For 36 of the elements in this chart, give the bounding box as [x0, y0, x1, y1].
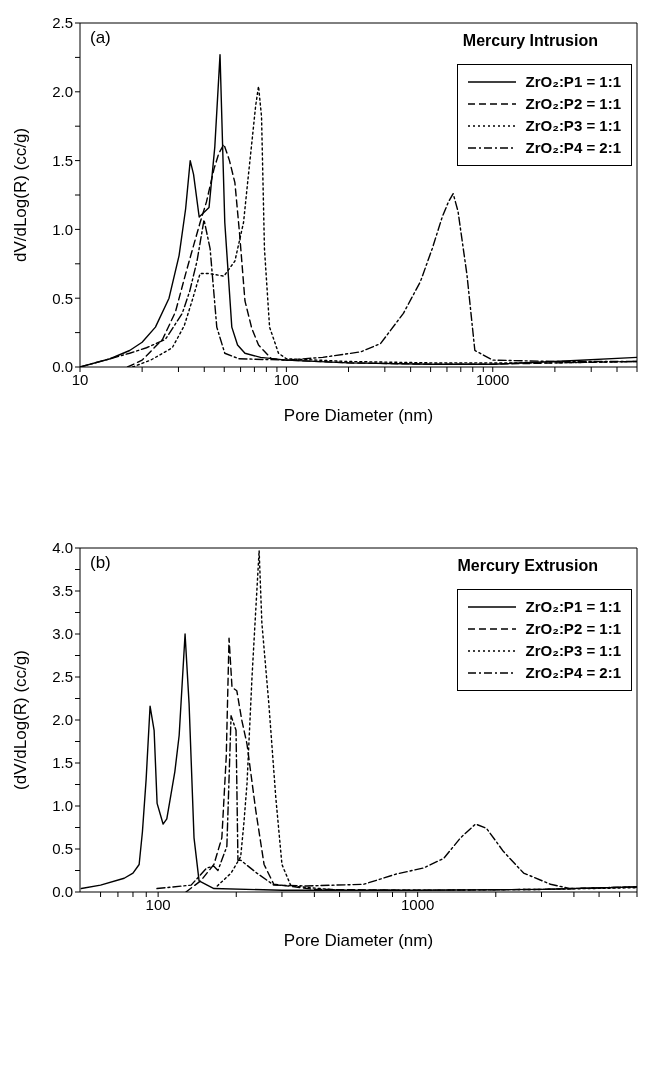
- y-tick-label: 2.5: [52, 14, 73, 32]
- y-tick-label: 0.0: [52, 883, 73, 901]
- y-tick-label: 3.5: [52, 582, 73, 600]
- y-tick-label: 3.0: [52, 625, 73, 643]
- legend-label: ZrO₂:P2 = 1:1: [525, 619, 621, 639]
- legend-label: ZrO₂:P3 = 1:1: [525, 116, 621, 136]
- x-tick-label: 100: [145, 895, 171, 913]
- text: Mercury Intrusion: [462, 32, 598, 50]
- x-tick-label: 100: [273, 370, 299, 388]
- y-tick-label: 2.0: [52, 83, 73, 101]
- legend-label: ZrO₂:P4 = 2:1: [525, 663, 621, 683]
- y-tick-label: 0.5: [52, 840, 73, 858]
- y-axis-title: dV/dLog(R) (cc/g): [11, 127, 31, 263]
- text: Mercury Extrusion: [457, 557, 598, 575]
- y-axis-title: (dV/dLog(R) (cc/g): [11, 650, 31, 790]
- x-axis-title: Pore Diameter (nm): [283, 931, 434, 950]
- x-tick-label: 1000: [476, 370, 510, 388]
- y-tick-label: 1.0: [52, 220, 73, 238]
- y-tick-label: 2.0: [52, 711, 73, 729]
- y-tick-label: 1.5: [52, 151, 73, 169]
- x-axis-title: Pore Diameter (nm): [283, 406, 434, 425]
- legend-label: ZrO₂:P3 = 1:1: [525, 641, 621, 661]
- x-tick-label: 10: [71, 370, 89, 388]
- legend-label: ZrO₂:P4 = 2:1: [525, 138, 621, 158]
- annotation: (a): [90, 28, 111, 48]
- y-tick-label: 4.0: [52, 539, 73, 557]
- y-tick-label: 1.0: [52, 797, 73, 815]
- y-tick-label: 0.5: [52, 289, 73, 307]
- y-tick-label: 1.5: [52, 754, 73, 772]
- y-tick-label: 2.5: [52, 668, 73, 686]
- y-tick-label: 0.0: [52, 358, 73, 376]
- annotation: (b): [90, 553, 111, 573]
- legend-label: ZrO₂:P1 = 1:1: [525, 72, 621, 92]
- x-tick-label: 1000: [400, 895, 435, 913]
- legend-label: ZrO₂:P1 = 1:1: [525, 597, 621, 617]
- legend-label: ZrO₂:P2 = 1:1: [525, 94, 621, 114]
